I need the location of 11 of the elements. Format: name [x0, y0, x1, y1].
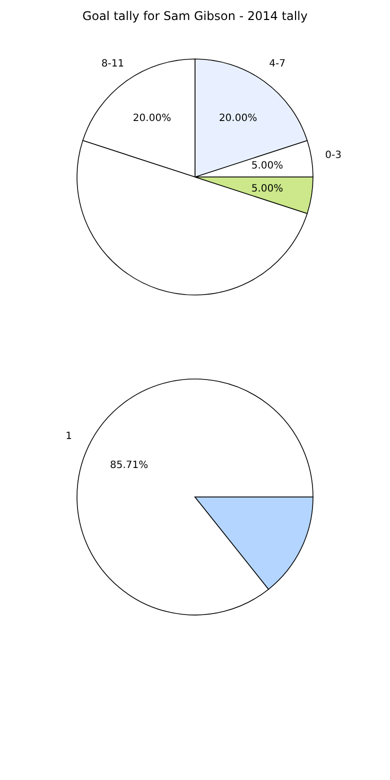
data-label: 5.00% [251, 160, 284, 172]
data-label: 20.00% [132, 112, 172, 124]
data-label: 5.00% [251, 183, 284, 194]
slice-label: 8-11 [101, 58, 124, 70]
slice-label: 4-7 [269, 58, 286, 70]
slice-label: 0-3 [325, 150, 342, 162]
slice-label: 1 [66, 431, 72, 442]
pie-slice [76, 378, 314, 616]
chart-title: Goal tally for Sam Gibson - 2014 tally [82, 9, 308, 23]
data-label: 85.71% [110, 460, 148, 472]
data-label: 20.00% [218, 112, 258, 124]
